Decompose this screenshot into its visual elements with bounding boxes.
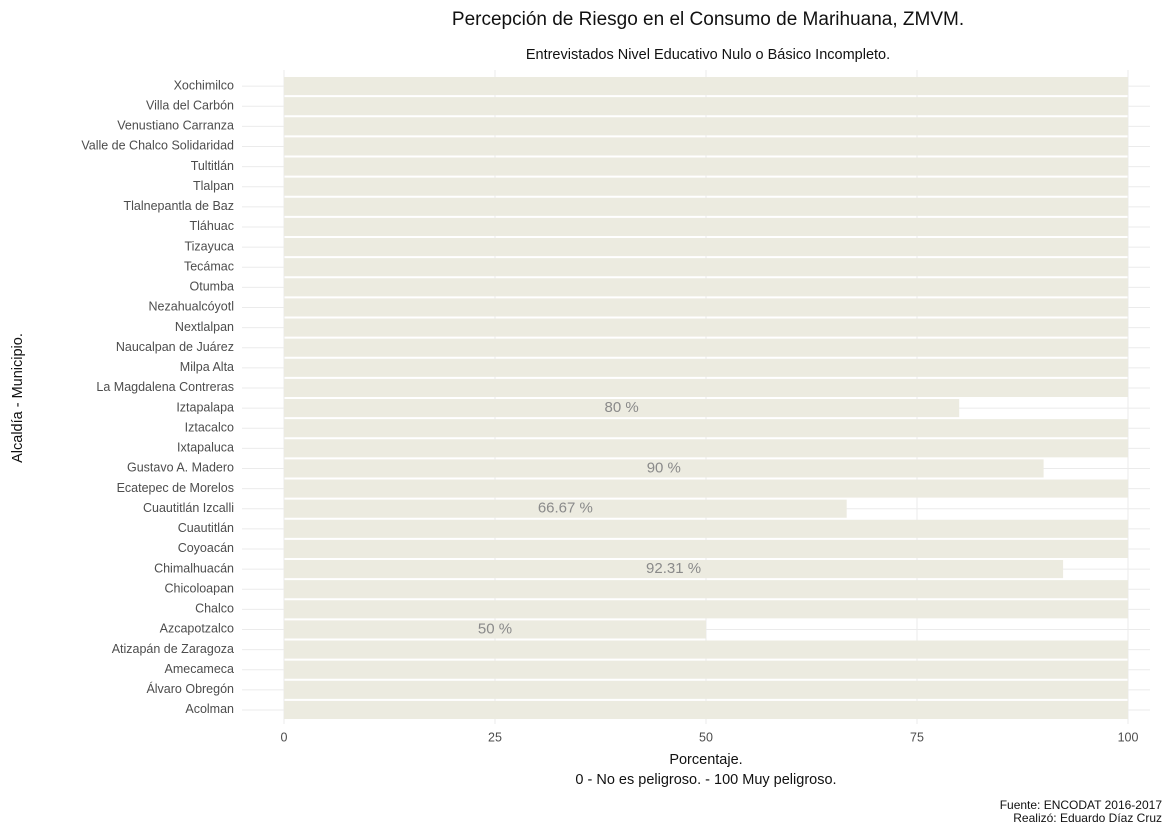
bar <box>284 378 1128 397</box>
y-tick-label: Tlalnepantla de Baz <box>124 199 235 213</box>
bar <box>284 117 1128 136</box>
y-tick-label: Otumba <box>190 280 235 294</box>
value-label: 90 % <box>647 459 681 476</box>
caption: Realizó: Eduardo Díaz Cruz <box>1013 811 1162 825</box>
bar <box>284 217 1128 236</box>
y-tick-label: Valle de Chalco Solidaridad <box>81 139 234 153</box>
y-tick-label: Tecámac <box>184 259 234 273</box>
bar <box>284 680 1128 699</box>
bar <box>284 258 1128 277</box>
y-tick-label: Acolman <box>185 702 234 716</box>
bar <box>284 399 960 418</box>
value-label: 66.67 % <box>538 500 593 517</box>
y-tick-label: Xochimilco <box>174 78 234 92</box>
bar <box>284 700 1128 719</box>
bar <box>284 137 1128 156</box>
bar <box>284 539 1128 558</box>
bar <box>284 660 1128 679</box>
y-tick-label: Nezahualcóyotl <box>149 300 234 314</box>
x-axis-title: 0 - No es peligroso. - 100 Muy peligroso… <box>575 772 836 788</box>
bar <box>284 580 1128 599</box>
y-tick-label: Tizayuca <box>184 239 234 253</box>
y-tick-label: Tultitlán <box>191 159 234 173</box>
y-tick-label: Coyoacán <box>178 541 234 555</box>
y-tick-label: Milpa Alta <box>180 360 234 374</box>
y-tick-label: Amecameca <box>165 662 235 676</box>
y-tick-label: Tláhuac <box>190 219 234 233</box>
bar <box>284 600 1128 619</box>
bar <box>284 358 1128 377</box>
y-tick-label: Chimalhuacán <box>154 561 234 575</box>
bar <box>284 197 1128 216</box>
y-tick-label: Villa del Carbón <box>146 98 234 112</box>
bar <box>284 519 1128 538</box>
caption: Fuente: ENCODAT 2016-2017 <box>1000 798 1163 812</box>
bar <box>284 177 1128 196</box>
x-tick-label: 0 <box>281 730 288 744</box>
y-tick-label: La Magdalena Contreras <box>96 380 234 394</box>
y-tick-label: Ixtapaluca <box>177 441 234 455</box>
bar <box>284 157 1128 176</box>
y-tick-label: Chicoloapan <box>165 581 235 595</box>
bar <box>284 238 1128 257</box>
x-tick-label: 25 <box>488 730 502 744</box>
chart-subtitle: Entrevistados Nivel Educativo Nulo o Bás… <box>526 47 890 63</box>
chart-title: Percepción de Riesgo en el Consumo de Ma… <box>452 9 964 30</box>
bar <box>284 479 1128 498</box>
y-tick-label: Iztapalapa <box>176 400 234 414</box>
x-tick-label: 100 <box>1118 730 1139 744</box>
y-tick-label: Azcapotzalco <box>160 622 234 636</box>
bar <box>284 77 1128 96</box>
bar <box>284 459 1044 478</box>
y-tick-label: Ecatepec de Morelos <box>117 481 234 495</box>
value-label: 92.31 % <box>646 560 701 577</box>
value-label: 80 % <box>604 399 638 416</box>
y-tick-label: Tlalpan <box>193 179 234 193</box>
bar <box>284 439 1128 458</box>
x-tick-label: 50 <box>699 730 713 744</box>
y-tick-label: Gustavo A. Madero <box>127 461 234 475</box>
y-tick-label: Iztacalco <box>185 420 234 434</box>
bar <box>284 499 847 518</box>
bar <box>284 298 1128 317</box>
bar <box>284 97 1128 116</box>
x-axis-title: Porcentaje. <box>669 752 742 768</box>
y-axis-title: Alcaldía - Municipio. <box>10 333 26 463</box>
bar <box>284 338 1128 357</box>
y-tick-label: Chalco <box>195 602 234 616</box>
y-tick-label: Cuautitlán Izcalli <box>143 501 234 515</box>
y-tick-label: Venustiano Carranza <box>117 119 234 133</box>
bar <box>284 278 1128 297</box>
y-tick-label: Cuautitlán <box>178 521 234 535</box>
y-tick-label: Naucalpan de Juárez <box>116 340 234 354</box>
y-tick-label: Nextlalpan <box>175 320 234 334</box>
bar <box>284 419 1128 438</box>
y-tick-label: Atizapán de Zaragoza <box>112 642 234 656</box>
bar <box>284 620 706 639</box>
value-label: 50 % <box>478 620 512 637</box>
bar <box>284 640 1128 659</box>
bar <box>284 560 1064 579</box>
bar <box>284 318 1128 337</box>
y-tick-label: Álvaro Obregón <box>146 681 234 696</box>
x-tick-label: 75 <box>910 730 924 744</box>
